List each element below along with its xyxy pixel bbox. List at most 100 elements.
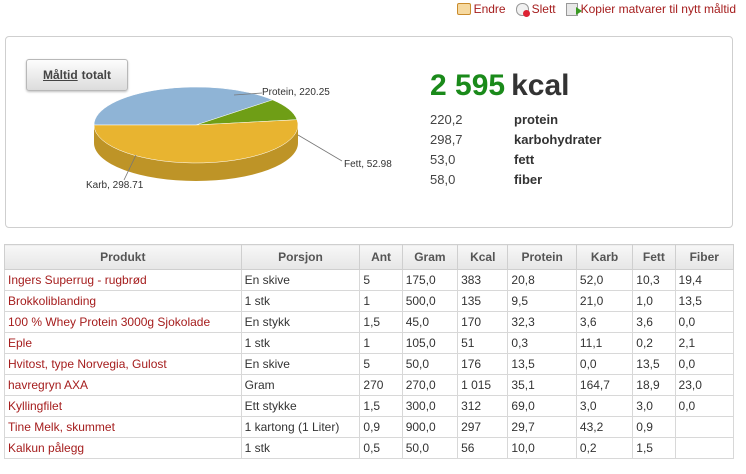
column-header[interactable]: Produkt (4, 244, 242, 270)
table-cell: 0,0 (674, 395, 735, 417)
table-cell: 13,5 (507, 353, 577, 375)
meal-tab-title: Måltid (43, 68, 78, 82)
table-cell: 175,0 (401, 269, 459, 291)
table-cell: En stykk (240, 311, 361, 333)
meal-total-tab[interactable]: Måltid totalt (26, 59, 128, 91)
column-header[interactable]: Fett (632, 244, 676, 270)
edit-link[interactable]: Endre (456, 2, 506, 16)
pie-label-protein: Protein, 220.25 (262, 87, 330, 98)
table-row: Hvitost, type Norvegia, Gulost En skive 5 5… (4, 353, 735, 375)
meal-actions: Endre Slett Kopier matvarer til nytt mål… (456, 0, 736, 18)
table-row: Eple 1 stk 1 105,0 51 0,3 11,1 0,2 2,1 (4, 332, 735, 354)
table-cell: 383 (457, 269, 509, 291)
table-row: Kyllingfilet Ett stykke 1,5 300,0 312 69,0 3,0… (4, 395, 735, 417)
table-cell (674, 416, 735, 438)
column-header[interactable]: Protein (507, 244, 577, 270)
table-cell: 170 (457, 311, 509, 333)
table-cell: En skive (240, 353, 361, 375)
table-cell: 1,5 (359, 311, 403, 333)
macro-row: 53,0 fett (430, 152, 534, 167)
column-header[interactable]: Fiber (674, 244, 735, 270)
table-cell: 13,5 (632, 353, 676, 375)
table-cell: 9,5 (507, 290, 577, 312)
table-cell: 13,5 (674, 290, 735, 312)
table-row: Ingers Superrug - rugbrød En skive 5 175,0 3… (4, 269, 735, 291)
table-cell: 56 (457, 437, 509, 459)
product-name-link[interactable]: Kyllingfilet (4, 395, 242, 417)
table-cell (674, 437, 735, 459)
table-cell: 1 kartong (1 Liter) (240, 416, 361, 438)
table-cell: 0,0 (575, 353, 634, 375)
product-name-link[interactable]: Tine Melk, skummet (4, 416, 242, 438)
table-cell: 176 (457, 353, 509, 375)
column-header[interactable]: Gram (401, 244, 459, 270)
table-row: Brokkoliblanding 1 stk 1 500,0 135 9,5 21,0 1,0… (4, 290, 735, 312)
table-cell: En skive (240, 269, 361, 291)
macro-value: 220,2 (430, 112, 463, 127)
table-cell: Gram (240, 374, 361, 396)
pie-leader-line (297, 134, 343, 162)
pie-sides (94, 125, 298, 181)
table-cell: 1,5 (359, 395, 403, 417)
copy-label: Kopier matvarer til nytt måltid (580, 2, 736, 16)
product-name-link[interactable]: Brokkoliblanding (4, 290, 242, 312)
table-cell: 1,5 (632, 437, 676, 459)
table-cell: 5 (359, 353, 403, 375)
delete-link[interactable]: Slett (515, 2, 556, 17)
product-name-link[interactable]: havregryn AXA (4, 374, 242, 396)
product-name-link[interactable]: Ingers Superrug - rugbrød (4, 269, 242, 291)
table-row: havregryn AXA Gram 270 270,0 1 015 35,1 164,7 1… (4, 374, 735, 396)
macro-row: 220,2 protein (430, 112, 558, 127)
table-cell: 3,0 (575, 395, 634, 417)
table-row: Kalkun pålegg 1 stk 0,5 50,0 56 10,0 0,2 1,5 (4, 437, 735, 459)
product-table: Produkt Porsjon Ant Gram Kcal Protein Ka… (4, 244, 735, 459)
macro-value: 298,7 (430, 132, 463, 147)
table-cell: 164,7 (575, 374, 634, 396)
table-cell: 1 (359, 290, 403, 312)
macro-row: 298,7 karbohydrater (430, 132, 601, 147)
meal-summary-panel: Måltid totalt Protein, 220.25 Fett, 52.9… (5, 36, 733, 228)
copy-icon (565, 2, 582, 16)
table-cell: 11,1 (575, 332, 634, 354)
column-header[interactable]: Ant (359, 244, 403, 270)
table-cell: 51 (457, 332, 509, 354)
table-cell: 0,3 (507, 332, 577, 354)
table-cell: 19,4 (674, 269, 735, 291)
table-cell: 312 (457, 395, 509, 417)
product-name-link[interactable]: Hvitost, type Norvegia, Gulost (4, 353, 242, 375)
copy-link[interactable]: Kopier matvarer til nytt måltid (565, 2, 736, 16)
table-cell: 32,3 (507, 311, 577, 333)
table-cell: 500,0 (401, 290, 459, 312)
kcal-value: 2 595 (430, 69, 506, 102)
table-cell: 900,0 (401, 416, 459, 438)
pie-slice-protein[interactable] (93, 86, 274, 126)
kcal-total: 2 595 kcal (430, 69, 569, 103)
macro-row: 58,0 fiber (430, 172, 542, 187)
table-cell: 0,0 (674, 311, 735, 333)
column-header[interactable]: Karb (575, 244, 634, 270)
product-name-link[interactable]: Eple (4, 332, 242, 354)
macro-label: protein (514, 112, 559, 127)
table-cell: 1 stk (240, 437, 361, 459)
pie-label-fett: Fett, 52.98 (344, 159, 392, 170)
pie-leader-line (233, 92, 263, 96)
table-cell: 50,0 (401, 353, 459, 375)
table-cell: 270,0 (401, 374, 459, 396)
table-cell: 29,7 (507, 416, 577, 438)
table-cell: 21,0 (575, 290, 634, 312)
table-cell: 0,9 (359, 416, 403, 438)
table-cell: 0,9 (632, 416, 676, 438)
product-name-link[interactable]: Kalkun pålegg (4, 437, 242, 459)
table-cell: 0,0 (674, 353, 735, 375)
table-cell: 3,0 (632, 395, 676, 417)
product-name-link[interactable]: 100 % Whey Protein 3000g Sjokolade (4, 311, 242, 333)
column-header[interactable]: Kcal (457, 244, 509, 270)
pie-leader-lines (123, 92, 343, 181)
kcal-unit: kcal (511, 69, 570, 102)
pie-slice-karb[interactable] (93, 119, 299, 164)
table-cell: 20,8 (507, 269, 577, 291)
column-header[interactable]: Porsjon (240, 244, 361, 270)
table-cell: 45,0 (401, 311, 459, 333)
edit-label: Endre (473, 2, 506, 16)
macro-value: 53,0 (430, 152, 456, 167)
